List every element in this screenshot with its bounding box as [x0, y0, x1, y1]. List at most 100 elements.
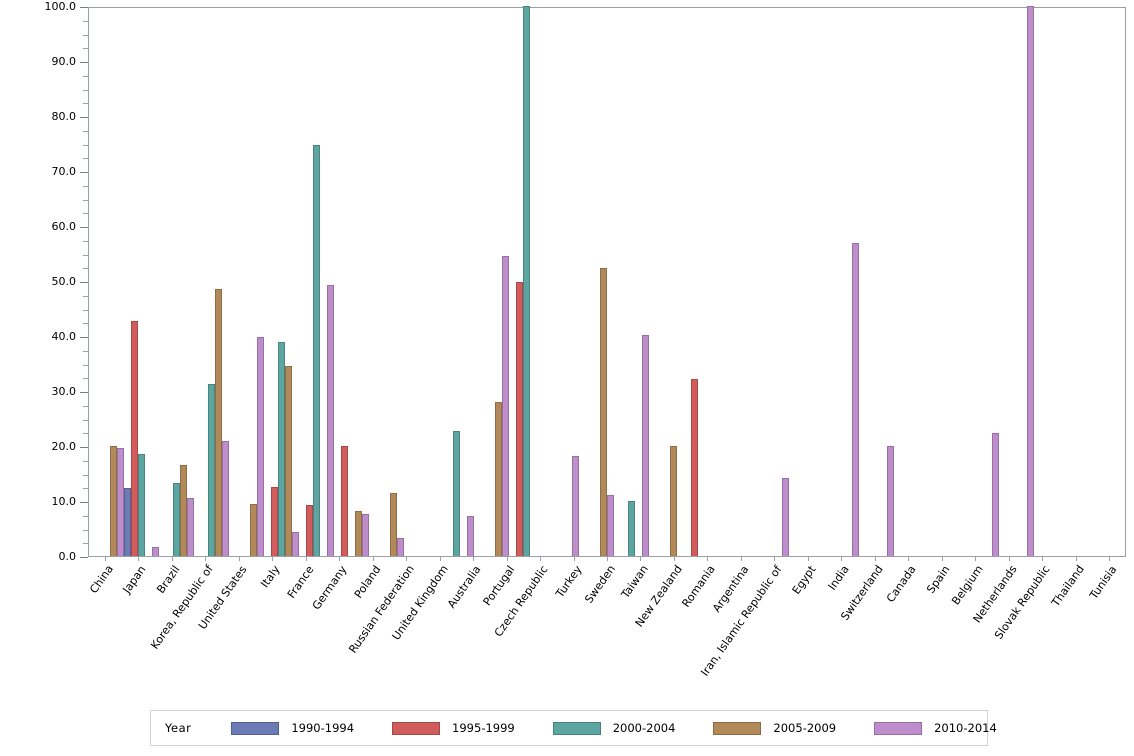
bar[interactable]: [642, 335, 649, 556]
bar[interactable]: [453, 431, 460, 556]
bar[interactable]: [341, 446, 348, 556]
bar[interactable]: [390, 492, 397, 556]
bar[interactable]: [313, 144, 320, 556]
bar[interactable]: [607, 494, 614, 556]
bar-group[interactable]: [999, 6, 1034, 556]
bar[interactable]: [173, 482, 180, 556]
x-tick-label: Egypt: [789, 563, 819, 597]
legend-label: 2005-2009: [773, 721, 837, 735]
bar[interactable]: [131, 320, 138, 556]
bar-group[interactable]: [824, 8, 859, 556]
bar[interactable]: [782, 477, 789, 556]
y-tick-minor: [83, 185, 88, 187]
legend-item[interactable]: 1995-1999: [392, 721, 515, 735]
x-tick-mark: [238, 557, 240, 561]
bar[interactable]: [502, 255, 509, 556]
bar-group[interactable]: [789, 8, 824, 556]
x-tick-mark: [941, 557, 943, 561]
bar[interactable]: [180, 464, 187, 556]
bar[interactable]: [117, 447, 124, 556]
bar[interactable]: [257, 337, 264, 556]
bar[interactable]: [271, 487, 278, 556]
bar-group[interactable]: [89, 8, 124, 556]
bar-group[interactable]: [649, 8, 684, 556]
y-tick-minor: [83, 433, 88, 435]
y-tick-minor: [83, 364, 88, 366]
bar[interactable]: [467, 516, 474, 556]
bar[interactable]: [516, 282, 523, 556]
bar[interactable]: [600, 267, 607, 556]
bar-group[interactable]: [964, 8, 999, 556]
bar[interactable]: [215, 289, 222, 556]
x-tick-mark: [406, 557, 408, 561]
x-tick-mark: [439, 557, 441, 561]
bar-group[interactable]: [929, 8, 964, 556]
bar[interactable]: [628, 501, 635, 556]
bar-group[interactable]: [299, 8, 334, 556]
bar[interactable]: [292, 532, 299, 556]
bar[interactable]: [222, 441, 229, 556]
bar-group[interactable]: [859, 8, 894, 556]
bar-group[interactable]: [369, 8, 404, 556]
bar-group[interactable]: [719, 8, 754, 556]
x-tick-mark: [339, 557, 341, 561]
bar[interactable]: [362, 513, 369, 556]
bar-group[interactable]: [894, 8, 929, 556]
bar-group[interactable]: [1069, 8, 1104, 556]
bar[interactable]: [110, 446, 117, 556]
bar-group[interactable]: [474, 8, 509, 556]
bar[interactable]: [208, 383, 215, 556]
bar[interactable]: [670, 446, 677, 556]
legend-item[interactable]: 1990-1994: [231, 721, 354, 735]
x-tick-mark: [540, 557, 542, 561]
bar-group[interactable]: [754, 8, 789, 556]
legend-item[interactable]: 2000-2004: [552, 721, 675, 735]
bar-group[interactable]: [544, 8, 579, 556]
bar-group[interactable]: [1034, 8, 1069, 556]
y-tick-minor: [83, 529, 88, 531]
bar[interactable]: [187, 498, 194, 556]
bar-group[interactable]: [1104, 8, 1134, 556]
bar-group[interactable]: [334, 8, 369, 556]
y-tick-minor: [83, 419, 88, 421]
bar-group[interactable]: [579, 8, 614, 556]
bar[interactable]: [306, 504, 313, 556]
bar[interactable]: [250, 503, 257, 556]
bar-group[interactable]: [684, 8, 719, 556]
bar[interactable]: [278, 341, 285, 556]
bar-group[interactable]: [404, 8, 439, 556]
y-tick-label: 0.0: [58, 550, 77, 563]
bar[interactable]: [124, 487, 131, 556]
bar-group[interactable]: [229, 8, 264, 556]
bar[interactable]: [691, 379, 698, 556]
legend-swatch: [713, 721, 762, 735]
bar[interactable]: [1027, 6, 1034, 556]
y-tick-minor: [83, 515, 88, 517]
bar[interactable]: [992, 432, 999, 556]
bar[interactable]: [397, 538, 404, 556]
bar[interactable]: [572, 455, 579, 556]
legend-item[interactable]: 2005-2009: [713, 721, 836, 735]
bar[interactable]: [495, 402, 502, 556]
bar-group[interactable]: [159, 8, 194, 556]
bar[interactable]: [152, 546, 159, 556]
x-tick-mark: [1075, 557, 1077, 561]
bar[interactable]: [327, 285, 334, 556]
y-tick-label: 80.0: [51, 110, 77, 123]
bar[interactable]: [887, 446, 894, 556]
bar[interactable]: [138, 453, 145, 556]
bar[interactable]: [852, 242, 859, 556]
bar[interactable]: [285, 366, 292, 556]
legend-item[interactable]: 2010-2014: [874, 721, 997, 735]
bar-group[interactable]: [264, 8, 299, 556]
bar-group[interactable]: [509, 6, 544, 556]
bar[interactable]: [355, 510, 362, 556]
y-tick-mark: [80, 502, 88, 503]
bar[interactable]: [523, 6, 530, 556]
bar-group[interactable]: [439, 8, 474, 556]
bar-group[interactable]: [194, 8, 229, 556]
y-tick-minor: [83, 158, 88, 160]
bar-group[interactable]: [614, 8, 649, 556]
y-tick-mark: [80, 172, 88, 173]
bar-group[interactable]: [124, 8, 159, 556]
